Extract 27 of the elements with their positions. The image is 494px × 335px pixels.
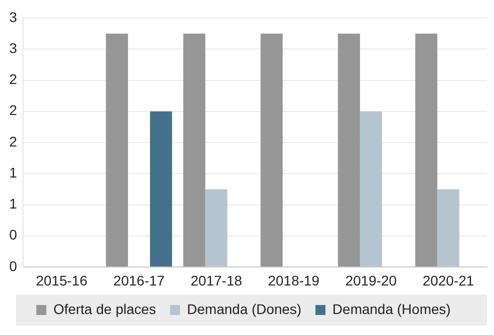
bar [338, 34, 360, 266]
bar [106, 34, 128, 266]
y-tick-label: 2 [9, 133, 18, 150]
y-tick-label: 0 [9, 258, 18, 274]
y-tick-label: 0 [9, 226, 18, 243]
legend-label: Oferta de places [53, 300, 156, 317]
bar [183, 34, 206, 266]
bar [205, 189, 228, 266]
y-tick-label: 3 [9, 8, 18, 25]
legend-label: Demanda (Dones) [187, 300, 302, 317]
x-tick-label: 2018-19 [268, 272, 320, 288]
x-tick-label: 2016-17 [113, 272, 165, 288]
x-tick-label: 2015-16 [36, 272, 88, 288]
bar [415, 34, 438, 266]
y-tick-label: 1 [9, 196, 18, 212]
bar [437, 189, 460, 266]
y-tick-label: 3 [9, 40, 18, 56]
bar [260, 34, 283, 266]
x-tick-label: 2020-21 [422, 272, 474, 288]
legend-label: Demanda (Homes) [332, 300, 451, 317]
y-tick-label: 2 [9, 102, 18, 118]
bar [150, 111, 172, 266]
y-tick-label: 1 [9, 164, 18, 180]
y-tick-label: 2 [9, 71, 18, 88]
x-tick-label: 2019-20 [345, 272, 397, 288]
bar [360, 111, 382, 266]
x-tick-label: 2017-18 [190, 272, 242, 288]
